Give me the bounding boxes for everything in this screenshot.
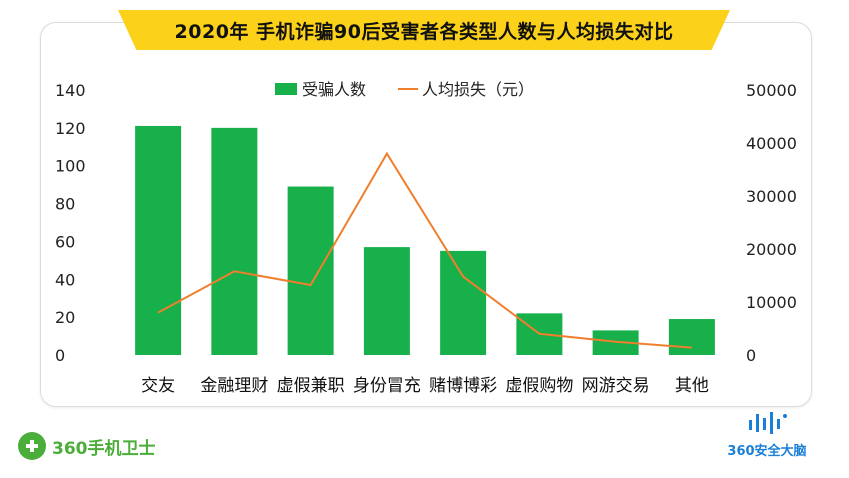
x-axis: 交友 金融理财 虚假兼职 身份冒充 赌博博彩 虚假购物 网游交易 其他 [141,376,709,396]
left-tick-label: 100 [55,157,86,176]
line-path [157,151,692,349]
left-tick-label: 20 [55,308,75,327]
right-axis: 0 10000 20000 30000 40000 50000 [746,81,797,365]
right-tick-label: 40000 [746,134,797,153]
x-tick-label: 金融理财 [200,376,268,396]
bar-series [135,125,715,355]
right-tick-label: 30000 [746,187,797,206]
legend: 受骗人数 人均损失（元） [275,80,534,99]
right-tick-label: 50000 [746,81,797,100]
left-tick-label: 140 [55,81,86,100]
bar [440,250,487,355]
x-tick-label: 虚假兼职 [277,376,345,396]
x-tick-label: 身份冒充 [353,376,421,396]
sound-wave-icon [749,412,787,434]
left-tick-label: 60 [55,232,75,251]
legend-bar-swatch [275,83,297,95]
bar [668,319,715,355]
footer-brand-right-label: 360安全大脑 [727,444,807,459]
x-tick-label: 虚假购物 [505,376,573,396]
bar [363,247,410,355]
legend-bar-label: 受骗人数 [302,80,366,99]
x-tick-label: 网游交易 [582,376,650,396]
legend-line-label: 人均损失（元） [422,80,534,99]
left-tick-label: 40 [55,270,75,289]
footer-brand-left: 360手机卫士 [18,432,156,460]
bar [287,186,334,355]
right-tick-label: 10000 [746,293,797,312]
left-tick-label: 120 [55,119,86,138]
right-tick-label: 20000 [746,240,797,259]
footer-brand-left-label: 360手机卫士 [52,438,156,459]
right-tick-label: 0 [746,346,756,365]
chart-title: 2020年 手机诈骗90后受害者各类型人数与人均损失对比 [118,10,730,50]
bar [211,127,258,355]
left-tick-label: 80 [55,195,75,214]
shield-plus-icon [18,432,46,460]
x-tick-label: 其他 [675,376,709,396]
left-axis: 0 20 40 60 80 100 120 140 [55,81,86,365]
x-tick-label: 交友 [141,376,175,396]
footer-brand-right: 360安全大脑 [712,410,822,466]
x-tick-label: 赌博博彩 [429,376,497,396]
bar [135,125,182,355]
left-tick-label: 0 [55,346,65,365]
line-series [157,151,692,349]
